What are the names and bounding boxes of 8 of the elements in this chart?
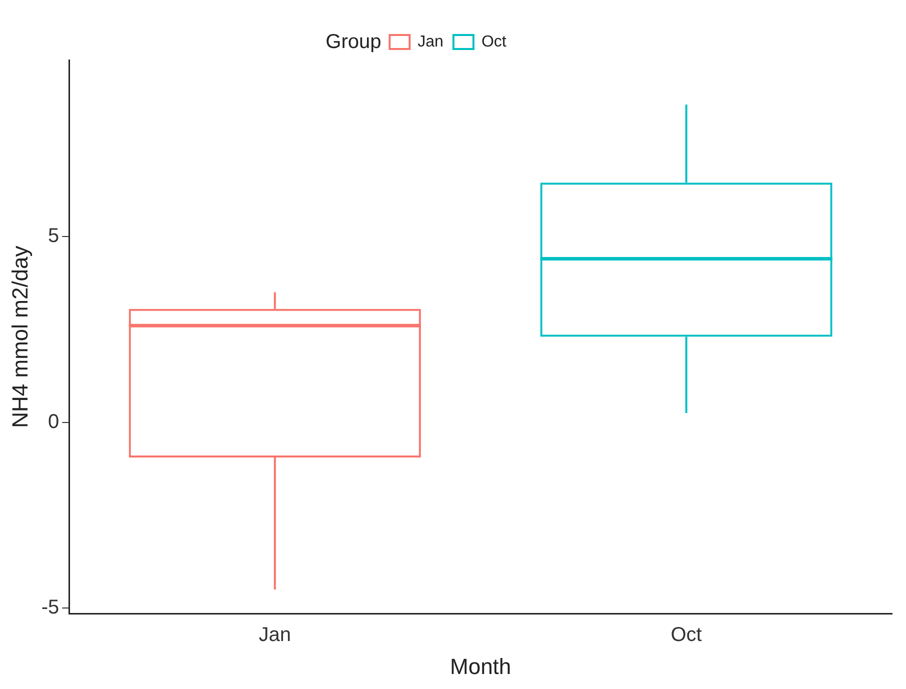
- y-axis-title: NH4 mmol m2/day: [7, 246, 32, 428]
- y-tick-label: -5: [41, 596, 60, 619]
- legend-label: Oct: [481, 33, 507, 50]
- legend-title: Group: [326, 30, 382, 54]
- y-tick-label: 5: [48, 225, 60, 247]
- x-axis-title: Month: [450, 654, 512, 679]
- y-tick-label: 0: [48, 410, 60, 433]
- legend-label: Jan: [418, 33, 444, 50]
